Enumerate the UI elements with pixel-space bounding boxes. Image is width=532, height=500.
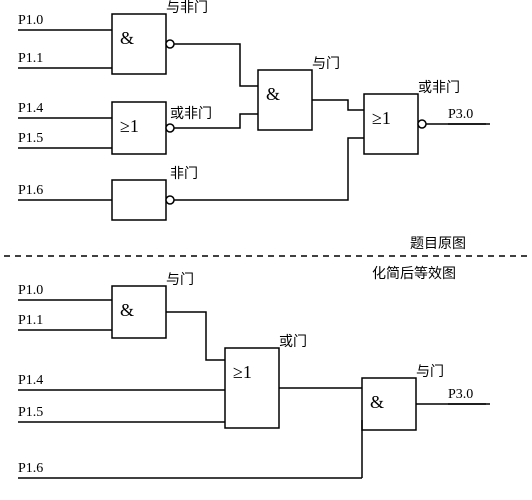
- input-label: P1.4: [18, 101, 43, 116]
- gate-label: 或门: [279, 334, 307, 350]
- input-label: P1.5: [18, 131, 43, 146]
- wire-3: [174, 138, 364, 200]
- gate-g3: [112, 180, 166, 220]
- wire-0: [166, 312, 225, 360]
- gate-symbol: &: [120, 300, 134, 320]
- input-label: P1.5: [18, 405, 43, 420]
- gate-label: 或非门: [170, 106, 212, 122]
- input-label: P1.0: [18, 13, 43, 28]
- wire-2: [312, 100, 364, 110]
- gate-label: 与门: [416, 364, 444, 380]
- gate-symbol: ≥1: [372, 108, 391, 128]
- gate-label: 或非门: [418, 80, 460, 96]
- gate-symbol: ≥1: [120, 116, 139, 136]
- output-label: P3.0: [448, 387, 473, 402]
- input-label: P1.6: [18, 183, 43, 198]
- output-label: P3.0: [448, 107, 473, 122]
- gate-label: 与门: [312, 56, 340, 72]
- negation-bubble: [166, 124, 174, 132]
- section-caption: 题目原图: [410, 237, 466, 252]
- input-label: P1.1: [18, 313, 43, 328]
- gate-symbol: &: [266, 84, 280, 104]
- gate-label: 与非门: [166, 0, 208, 16]
- input-label: P1.4: [18, 373, 43, 388]
- gate-symbol: &: [370, 392, 384, 412]
- gate-label: 非门: [170, 166, 198, 182]
- negation-bubble: [166, 196, 174, 204]
- gate-label: 与门: [166, 272, 194, 288]
- gate-symbol: &: [120, 28, 134, 48]
- input-label: P1.6: [18, 461, 43, 476]
- input-label: P1.0: [18, 283, 43, 298]
- input-label: P1.1: [18, 51, 43, 66]
- negation-bubble: [418, 120, 426, 128]
- gate-b2: [225, 348, 279, 428]
- gate-symbol: ≥1: [233, 362, 252, 382]
- negation-bubble: [166, 40, 174, 48]
- wire-0: [174, 44, 258, 86]
- section-caption: 化简后等效图: [372, 265, 456, 282]
